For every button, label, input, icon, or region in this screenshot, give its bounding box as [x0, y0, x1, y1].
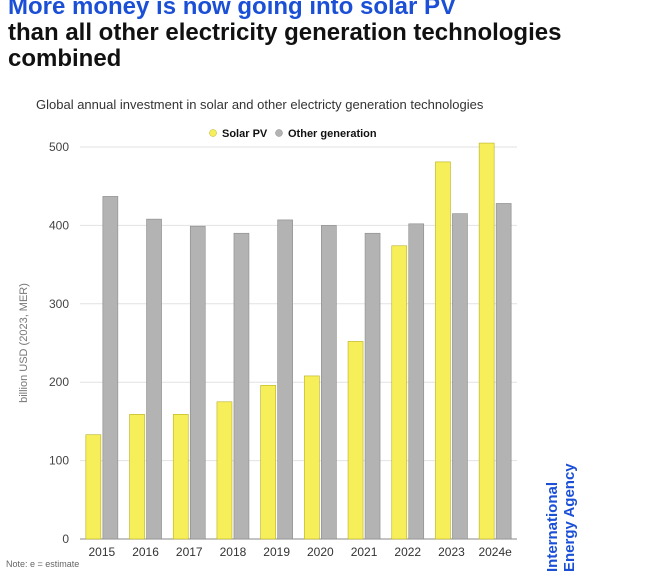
y-tick-label: 200	[49, 375, 69, 389]
chart-title: More money is now going into solar PV th…	[8, 0, 568, 72]
bar-other-generation	[364, 232, 381, 540]
y-tick-label: 500	[49, 140, 69, 154]
bar-solar-pv	[391, 245, 408, 540]
bar-other-generation	[452, 213, 468, 540]
y-tick-label: 300	[49, 297, 69, 311]
y-tick-label: 400	[49, 218, 69, 232]
bar-other-generation	[189, 225, 206, 540]
chart-subtitle: Global annual investment in solar and ot…	[36, 97, 484, 112]
bar-solar-pv	[435, 161, 451, 540]
logo-line-2: Energy Agency	[561, 463, 578, 572]
x-tick-label: 2017	[176, 545, 203, 559]
title-rest: than all other electricity generation te…	[8, 19, 562, 72]
bar-solar-pv	[478, 142, 495, 540]
x-tick-label: 2024e	[478, 545, 512, 559]
y-axis-label: billion USD (2023, MER)	[18, 283, 30, 403]
bar-other-generation	[233, 232, 250, 540]
bar-solar-pv	[347, 341, 364, 540]
legend-swatch-solar-pv	[209, 129, 217, 137]
iea-logo: International Energy Agency	[544, 463, 578, 572]
legend-swatch-other-generation	[275, 129, 283, 137]
logo-line-1: International	[544, 482, 561, 572]
bar-solar-pv	[129, 414, 145, 540]
x-tick-label: 2020	[307, 545, 334, 559]
x-tick-label: 2016	[132, 545, 159, 559]
legend-label: Other generation	[288, 128, 377, 140]
bar-solar-pv	[216, 401, 233, 540]
x-tick-label: 2015	[88, 545, 115, 559]
footnote: Note: e = estimate	[6, 559, 80, 569]
x-tick-label: 2018	[220, 545, 247, 559]
bar-solar-pv	[304, 375, 320, 540]
bar-other-generation	[408, 223, 425, 540]
x-tick-label: 2022	[394, 545, 421, 559]
x-tick-label: 2019	[263, 545, 290, 559]
bar-other-generation	[277, 219, 293, 540]
x-tick-label: 2021	[351, 545, 378, 559]
title-highlight: More money is now going into solar PV	[8, 0, 457, 20]
legend-label: Solar PV	[222, 128, 268, 140]
bar-other-generation	[146, 218, 162, 540]
bar-solar-pv	[172, 414, 189, 540]
bar-solar-pv	[260, 385, 276, 540]
y-tick-label: 100	[49, 454, 69, 468]
y-tick-label: 0	[62, 532, 69, 546]
bar-other-generation	[321, 225, 337, 540]
bar-other-generation	[102, 196, 119, 540]
x-tick-label: 2023	[438, 545, 465, 559]
bar-other-generation	[495, 203, 512, 540]
bar-solar-pv	[85, 434, 102, 540]
